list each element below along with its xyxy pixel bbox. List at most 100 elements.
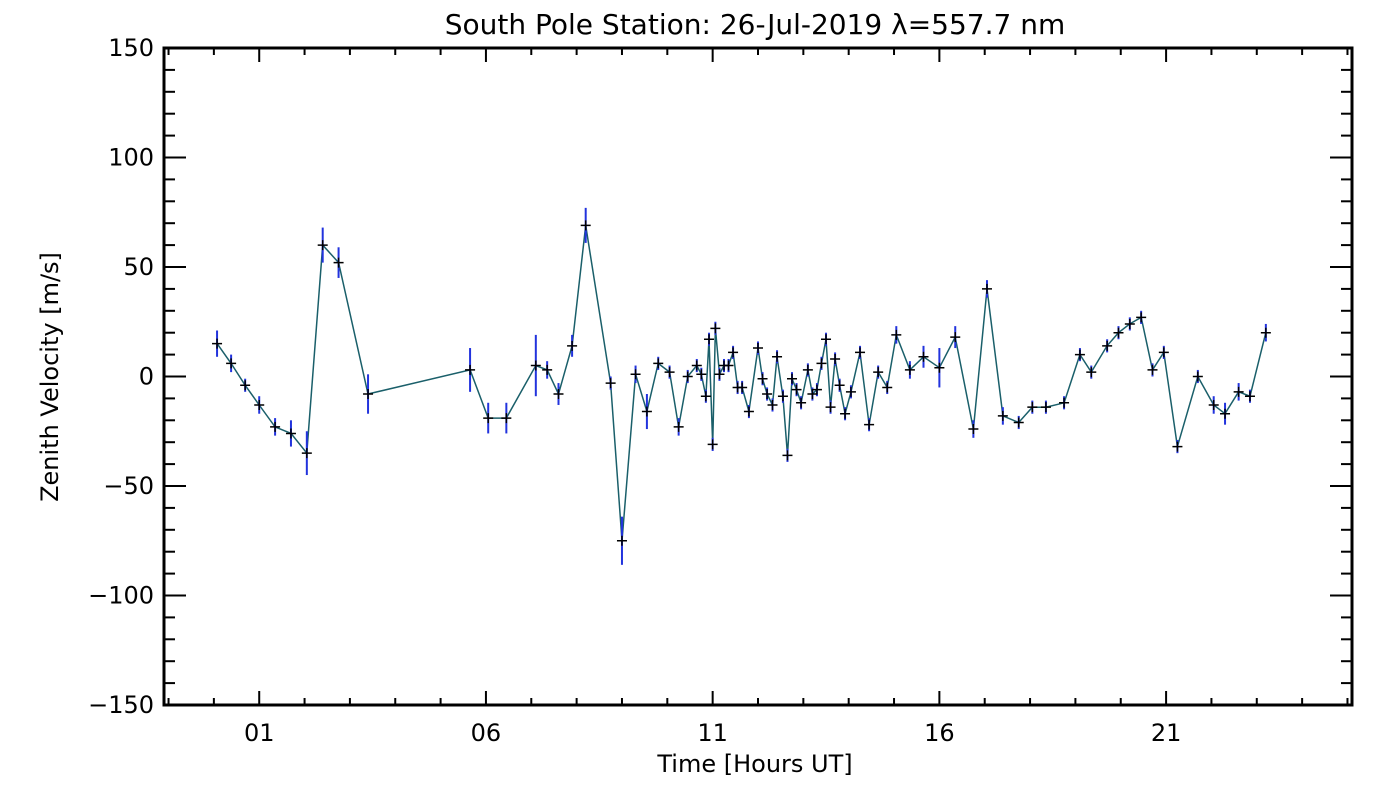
data-point <box>743 406 754 417</box>
data-point <box>542 364 553 375</box>
data-point <box>777 391 788 402</box>
data-point <box>1013 417 1024 428</box>
data-point <box>762 389 773 400</box>
data-point <box>1102 340 1113 351</box>
y-tick-label: 50 <box>123 253 154 281</box>
data-point <box>1113 327 1124 338</box>
data-point <box>968 424 979 435</box>
data-point <box>616 535 627 546</box>
data-point <box>1027 402 1038 413</box>
data-point <box>501 413 512 424</box>
data-point <box>737 382 748 393</box>
data-point <box>567 340 578 351</box>
data-point <box>285 428 296 439</box>
data-point <box>530 360 541 371</box>
y-tick-label: 100 <box>108 144 154 172</box>
data-point <box>641 406 652 417</box>
data-point <box>664 367 675 378</box>
data-point <box>1233 386 1244 397</box>
y-tick-label: −150 <box>88 691 154 719</box>
data-point <box>226 358 237 369</box>
data-point <box>891 329 902 340</box>
data-point <box>811 384 822 395</box>
data-point <box>707 439 718 450</box>
data-point <box>714 369 725 380</box>
data-point <box>845 386 856 397</box>
x-tick-label: 21 <box>1151 719 1182 747</box>
data-point <box>807 389 818 400</box>
data-point <box>704 334 715 345</box>
data-point <box>1244 391 1255 402</box>
x-tick-label: 01 <box>244 719 275 747</box>
data-point <box>270 421 281 432</box>
data-point <box>710 323 721 334</box>
data-point <box>553 389 564 400</box>
data-point <box>653 358 664 369</box>
data-point <box>796 397 807 408</box>
data-point <box>254 399 265 410</box>
data-point <box>682 371 693 382</box>
data-point <box>700 391 711 402</box>
data-point <box>673 421 684 432</box>
y-axis-label: Zenith Velocity [m/s] <box>36 252 64 502</box>
data-point <box>753 343 763 354</box>
data-point <box>816 358 827 369</box>
data-point <box>950 332 961 343</box>
y-tick-label: 150 <box>108 34 154 62</box>
x-tick-label: 16 <box>924 719 955 747</box>
data-point <box>772 351 783 362</box>
y-tick-label: 0 <box>139 363 154 391</box>
data-point <box>240 380 251 391</box>
data-point <box>580 220 591 231</box>
y-tick-label: −50 <box>103 472 154 500</box>
data-point <box>691 360 702 371</box>
data-point <box>301 448 312 459</box>
data-point <box>1059 397 1070 408</box>
data-point <box>767 399 778 410</box>
data-point <box>317 240 328 251</box>
data-point <box>840 408 851 419</box>
series-line <box>216 225 1267 541</box>
data-point <box>918 351 929 362</box>
data-point <box>1086 367 1097 378</box>
data-point <box>363 389 374 400</box>
data-point <box>1158 347 1169 358</box>
data-point <box>787 373 798 384</box>
x-tick-label: 06 <box>471 719 502 747</box>
data-point <box>723 360 734 371</box>
data-point <box>212 338 223 349</box>
data-point <box>864 419 875 430</box>
data-point <box>1040 402 1051 413</box>
data-point <box>1147 364 1158 375</box>
data-point <box>834 380 845 391</box>
data-point <box>333 257 344 268</box>
data-point <box>630 369 641 380</box>
data-point <box>465 364 476 375</box>
data-point <box>904 364 915 375</box>
data-point <box>1124 318 1135 329</box>
data-point <box>821 334 832 345</box>
data-point <box>1260 327 1271 338</box>
y-tick-label: −100 <box>88 582 154 610</box>
data-point <box>802 364 813 375</box>
data-point <box>997 410 1008 421</box>
plot-frame <box>162 46 1354 707</box>
data-point <box>791 384 802 395</box>
data-point <box>728 347 739 358</box>
data-point <box>757 373 768 384</box>
data-point <box>696 369 707 380</box>
data-point <box>1192 371 1203 382</box>
data-point <box>873 367 884 378</box>
data-point <box>1136 312 1147 323</box>
data-point <box>981 283 992 294</box>
data-point <box>1220 408 1231 419</box>
data-point <box>1074 349 1085 360</box>
data-point <box>830 353 841 364</box>
data-point <box>483 413 494 424</box>
x-axis-label: Time [Hours UT] <box>656 750 852 778</box>
data-point <box>782 450 793 461</box>
x-tick-label: 11 <box>697 719 728 747</box>
data-point <box>1208 399 1219 410</box>
data-point <box>882 382 893 393</box>
